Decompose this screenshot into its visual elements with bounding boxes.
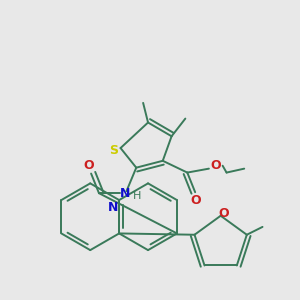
Text: H: H [133, 191, 141, 201]
Text: S: S [109, 145, 118, 158]
Text: O: O [218, 207, 229, 220]
Text: O: O [191, 194, 201, 207]
Text: N: N [120, 187, 131, 200]
Text: O: O [210, 159, 221, 172]
Text: O: O [84, 159, 94, 172]
Text: N: N [108, 201, 119, 214]
